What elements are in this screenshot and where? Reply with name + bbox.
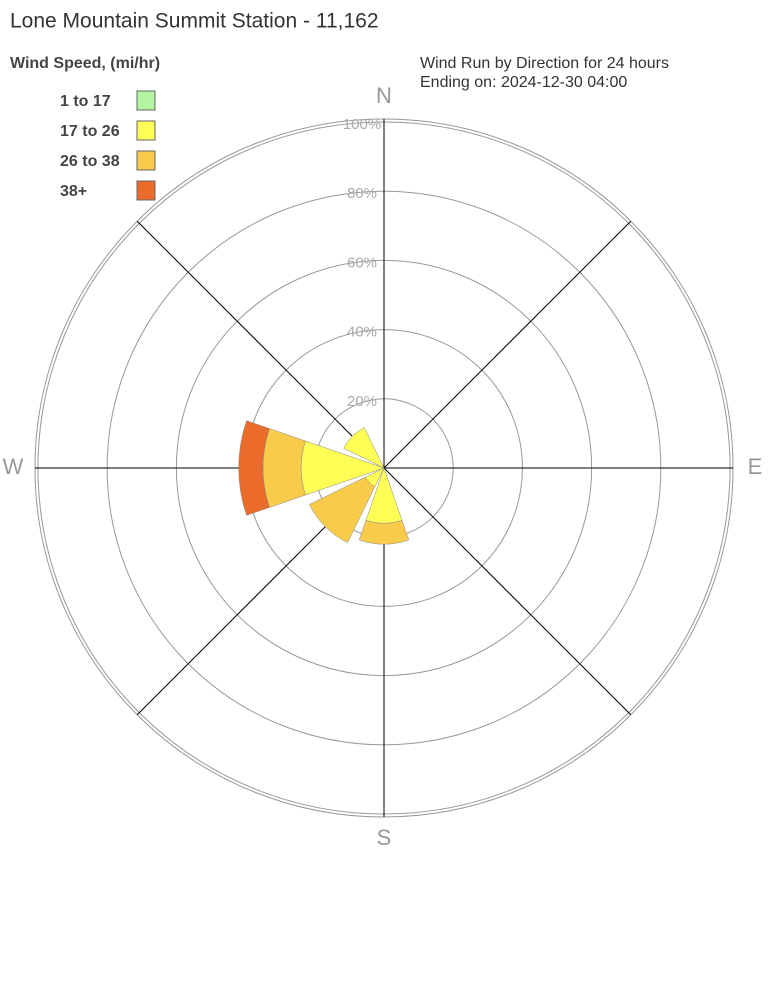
legend-title: Wind Speed, (mi/hr) <box>10 55 160 72</box>
spoke <box>383 220 632 469</box>
legend-swatch <box>136 120 156 141</box>
compass-label: N <box>376 83 392 108</box>
compass-label: E <box>748 454 763 479</box>
spoke <box>383 467 632 716</box>
petal-segment <box>343 427 385 469</box>
chart-title: Lone Mountain Summit Station - 11,162 <box>10 10 379 33</box>
legend-label: 1 to 17 <box>60 93 111 110</box>
spoke <box>136 220 385 469</box>
subtitle: Wind Run by Direction for 24 hours <box>420 55 669 72</box>
legend-swatch <box>136 90 156 111</box>
legend-label: 17 to 26 <box>60 123 120 140</box>
petal-segment <box>358 520 410 545</box>
legend-swatch <box>136 180 156 201</box>
petal-segment <box>262 428 306 508</box>
ring-label: 100% <box>343 116 381 133</box>
petal-segment <box>309 476 376 543</box>
legend-label: 38+ <box>60 183 87 200</box>
legend-swatch <box>136 150 156 171</box>
ring-label: 20% <box>347 393 377 410</box>
subtitle: Ending on: 2024-12-30 04:00 <box>420 74 627 91</box>
ring-label: 60% <box>347 254 377 271</box>
petal-segment <box>238 420 270 516</box>
ring-label: 40% <box>347 324 377 341</box>
legend-label: 26 to 38 <box>60 153 120 170</box>
compass-label: W <box>3 454 24 479</box>
ring-label: 80% <box>347 185 377 202</box>
compass-label: S <box>377 825 392 850</box>
